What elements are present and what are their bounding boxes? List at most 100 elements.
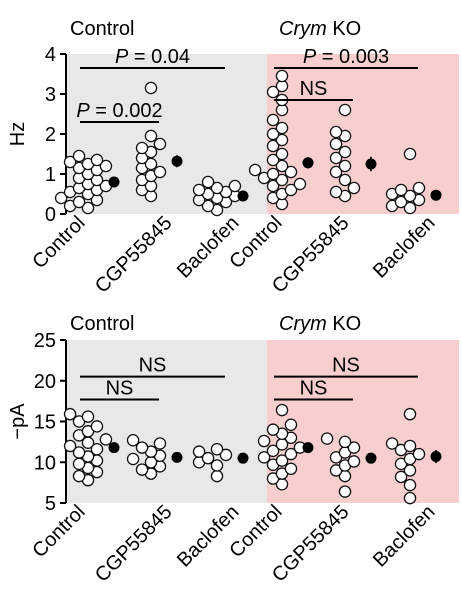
crym-ko-group-title: Crym KO — [279, 18, 361, 40]
control-mean-marker — [171, 451, 183, 463]
crym-ko-data-point — [338, 103, 352, 117]
y-tick-label: 15 — [34, 412, 56, 434]
crym-ko-significance-label: NS — [332, 355, 360, 377]
control-data-point — [201, 199, 215, 213]
control-category-label: CGP55845 — [91, 501, 177, 587]
crym-ko-data-point — [403, 478, 417, 492]
control-data-point — [210, 459, 224, 472]
crym-ko-data-point — [275, 69, 289, 83]
y-tick-label: 4 — [45, 44, 56, 66]
control-data-point — [90, 420, 104, 433]
y-tick-label: 1 — [45, 164, 56, 186]
control-significance-label: NS — [139, 355, 167, 377]
control-data-point — [72, 446, 86, 459]
crym-ko-data-point — [275, 403, 289, 417]
crym-ko-data-point — [347, 441, 361, 454]
crym-ko-data-point — [338, 435, 352, 449]
control-data-point — [126, 433, 140, 447]
control-data-point — [228, 179, 242, 193]
control-data-point — [144, 129, 158, 143]
control-data-point — [153, 437, 167, 450]
control-data-point — [153, 137, 167, 151]
crym-ko-data-point — [266, 139, 280, 153]
y-axis-label: Hz — [7, 122, 29, 146]
control-mean-marker — [237, 190, 249, 202]
control-category-label: Baclofen — [173, 501, 244, 572]
control-data-point — [192, 445, 206, 458]
control-data-point — [144, 157, 158, 171]
p-symbol: P — [303, 46, 317, 68]
crym-ko-data-point — [394, 470, 408, 484]
crym-ko-data-point — [284, 462, 298, 476]
group-title-italic: Crym — [279, 313, 327, 335]
y-tick-label: 5 — [45, 493, 56, 515]
control-data-point — [90, 153, 104, 167]
crym-ko-data-point — [403, 407, 417, 421]
crym-ko-data-point — [329, 151, 343, 165]
control-data-point — [210, 469, 224, 483]
y-tick-label: 20 — [34, 371, 56, 393]
crym-ko-group-title: Crym KO — [279, 313, 361, 335]
control-data-point — [81, 410, 95, 423]
y-tick-label: 3 — [45, 84, 56, 106]
control-group-title: Control — [70, 18, 134, 40]
crym-ko-data-point — [266, 127, 280, 141]
crym-ko-category-label: Baclofen — [369, 212, 440, 283]
control-data-point — [99, 159, 113, 173]
crym-ko-data-point — [266, 85, 280, 99]
crym-ko-data-point — [275, 159, 289, 173]
crym-ko-data-point — [266, 423, 280, 436]
crym-ko-data-point — [394, 195, 408, 209]
control-category-label: CGP55845 — [91, 212, 177, 298]
crym-ko-data-point — [257, 434, 271, 448]
p-value: = 0.002 — [90, 100, 163, 122]
crym-ko-data-point — [385, 437, 399, 450]
crym-ko-data-point — [412, 181, 426, 195]
control-data-point — [63, 407, 77, 421]
control-data-point — [192, 183, 206, 197]
crym-ko-data-point — [329, 185, 343, 199]
control-category-label: Control — [28, 501, 89, 562]
control-data-point — [135, 441, 149, 454]
crym-ko-data-point — [403, 439, 417, 453]
crym-ko-data-point — [275, 121, 289, 135]
crym-ko-mean-marker — [365, 452, 377, 464]
p-symbol: P — [76, 100, 90, 122]
crym-ko-background — [267, 340, 459, 503]
crym-ko-mean-marker — [302, 157, 314, 169]
crym-ko-mean-marker — [430, 189, 442, 201]
crym-ko-data-point — [284, 418, 298, 432]
crym-ko-data-point — [275, 173, 289, 187]
crym-ko-data-point — [275, 147, 289, 161]
control-data-point — [135, 463, 149, 476]
crym-ko-data-point — [266, 167, 280, 181]
p-symbol: P — [115, 46, 129, 68]
crym-ko-data-point — [347, 181, 361, 195]
control-data-point — [72, 469, 86, 483]
control-data-point — [135, 141, 149, 155]
control-data-point — [219, 448, 233, 462]
control-mean-marker — [108, 176, 120, 188]
y-tick-label: 0 — [45, 204, 56, 226]
crym-ko-category-label: Baclofen — [369, 501, 440, 572]
crym-ko-data-point — [412, 447, 426, 461]
crym-ko-data-point — [266, 153, 280, 167]
crym-ko-data-point — [403, 147, 417, 161]
crym-ko-data-point — [266, 444, 280, 458]
crym-ko-significance-label: NS — [300, 78, 328, 100]
group-title-suffix: KO — [327, 18, 361, 40]
crym-ko-data-point — [257, 451, 271, 464]
control-data-point — [63, 155, 77, 169]
crym-ko-data-point — [403, 201, 417, 215]
crym-ko-data-point — [284, 165, 298, 179]
crym-ko-data-point — [394, 183, 408, 197]
control-significance-label: NS — [106, 377, 134, 399]
control-data-point — [201, 175, 215, 189]
crym-ko-data-point — [266, 113, 280, 127]
p-value: = 0.003 — [316, 46, 389, 68]
y-tick-label: 25 — [34, 330, 56, 352]
crym-ko-data-point — [284, 447, 298, 461]
crym-ko-significance-label: P = 0.003 — [303, 46, 389, 68]
